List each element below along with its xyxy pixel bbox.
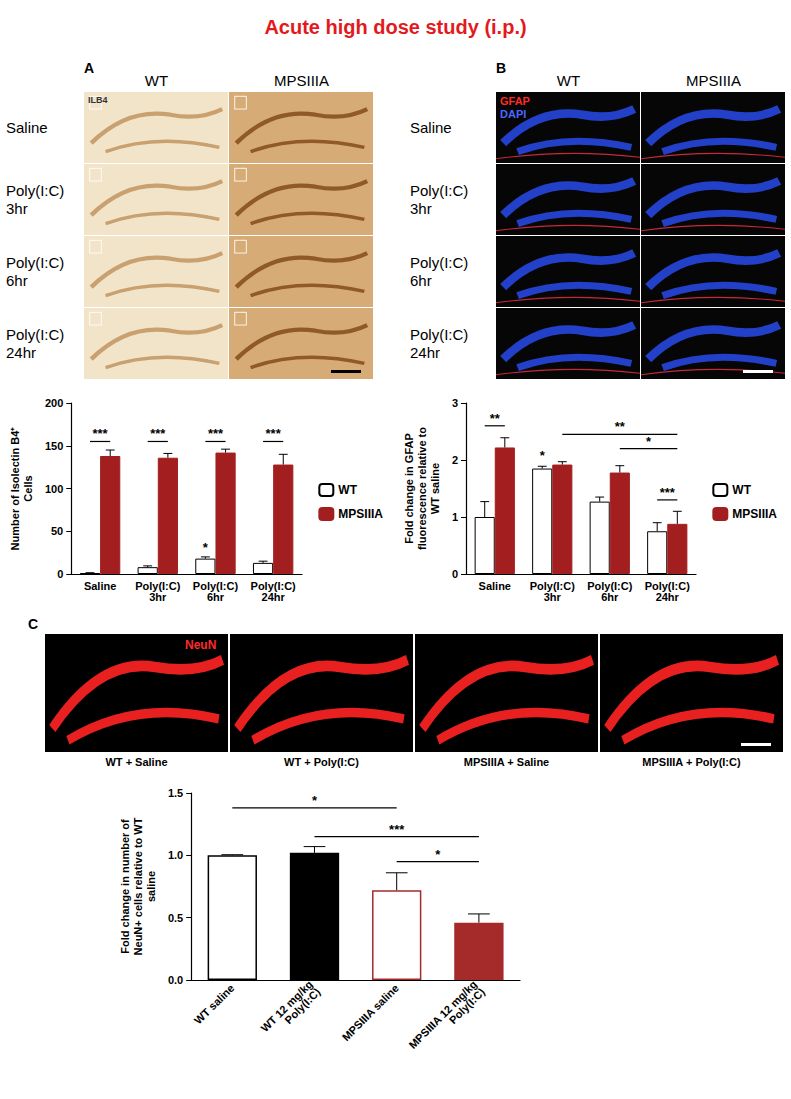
html-text:Saline: Saline <box>6 119 48 136</box>
svg-text:WT: WT <box>732 483 751 497</box>
html-text:Acute high dose study (i.p.): Acute high dose study (i.p.) <box>264 16 527 38</box>
html-text:Saline: Saline <box>410 119 452 136</box>
html-text:WT: WT <box>144 72 169 89</box>
svg-text:***: *** <box>150 426 166 441</box>
svg-text:*: * <box>312 793 318 808</box>
svg-text:Poly(I:C): Poly(I:C) <box>250 579 296 592</box>
svg-text:Poly(I:C): Poly(I:C) <box>587 579 633 592</box>
svg-text:***: *** <box>660 485 676 500</box>
svg-text:0.5: 0.5 <box>168 912 183 924</box>
html-text:GFAP: GFAP <box>500 95 530 107</box>
svg-text:1.0: 1.0 <box>168 849 183 861</box>
html-text:A: A <box>84 60 95 76</box>
svg-text:MPSIIIA saline: MPSIIIA saline <box>340 982 401 1043</box>
html-text:Poly(I:C): Poly(I:C) <box>6 326 65 343</box>
svg-text:24hr: 24hr <box>656 591 680 603</box>
svg-text:Number of Isolectin B4⁺: Number of Isolectin B4⁺ <box>9 427 21 551</box>
svg-text:50: 50 <box>51 525 63 537</box>
svg-text:***: *** <box>93 426 109 441</box>
html-text:MPSIIIA: MPSIIIA <box>274 72 329 89</box>
svg-text:Fold change in number of: Fold change in number of <box>119 819 131 954</box>
html-text:WT + Saline: WT + Saline <box>105 756 168 768</box>
svg-text:***: *** <box>266 426 282 441</box>
html-text:Poly(I:C): Poly(I:C) <box>410 326 469 343</box>
html-text:MPSIIIA + Saline: MPSIIIA + Saline <box>463 756 550 768</box>
svg-text:**: ** <box>490 411 501 426</box>
html-text:ILB4: ILB4 <box>88 95 108 105</box>
html-text:Poly(I:C): Poly(I:C) <box>6 254 65 271</box>
svg-text:*: * <box>540 448 546 463</box>
html-text:3hr: 3hr <box>6 200 28 217</box>
svg-text:Poly(I:C): Poly(I:C) <box>192 579 239 592</box>
svg-text:Poly(I:C): Poly(I:C) <box>447 985 488 1026</box>
svg-text:Poly(I:C): Poly(I:C) <box>529 579 575 592</box>
html-text:Poly(I:C): Poly(I:C) <box>410 254 469 271</box>
html-text:24hr: 24hr <box>410 344 440 361</box>
html-text:6hr: 6hr <box>6 272 28 289</box>
svg-text:saline: saline <box>145 871 157 902</box>
svg-text:MPSIIIA: MPSIIIA <box>338 507 383 521</box>
svg-text:**: ** <box>615 419 626 434</box>
svg-text:100: 100 <box>45 483 63 495</box>
svg-text:***: *** <box>389 822 405 837</box>
svg-text:***: *** <box>208 426 224 441</box>
html-text:NeuN: NeuN <box>185 638 217 652</box>
svg-text:NeuN+ cells relative to WT: NeuN+ cells relative to WT <box>132 817 144 955</box>
svg-text:*: * <box>203 540 209 555</box>
svg-text:24hr: 24hr <box>262 591 286 603</box>
html-text:Poly(I:C): Poly(I:C) <box>410 182 469 199</box>
svg-text:MPSIIIA 12 mg/kg: MPSIIIA 12 mg/kg <box>406 978 479 1051</box>
html-text:MPSIIIA: MPSIIIA <box>686 72 741 89</box>
svg-text:WT 12 mg/kg: WT 12 mg/kg <box>258 977 315 1035</box>
svg-text:2: 2 <box>452 454 458 466</box>
svg-text:Poly(I:C): Poly(I:C) <box>135 579 181 592</box>
svg-text:Poly(I:C): Poly(I:C) <box>282 985 323 1026</box>
html-text:Poly(I:C): Poly(I:C) <box>6 182 65 199</box>
svg-text:Cells: Cells <box>22 475 34 501</box>
svg-text:*: * <box>646 434 652 449</box>
html-text:24hr: 24hr <box>6 344 36 361</box>
svg-text:Saline: Saline <box>84 580 116 592</box>
html-text:WT + Poly(I:C): WT + Poly(I:C) <box>284 756 359 768</box>
svg-text:WT: WT <box>338 483 357 497</box>
svg-text:0.0: 0.0 <box>168 974 183 986</box>
svg-text:0: 0 <box>452 568 458 580</box>
svg-text:200: 200 <box>45 397 63 409</box>
svg-text:150: 150 <box>45 440 63 452</box>
svg-text:fluorescence relative to: fluorescence relative to <box>416 427 428 550</box>
svg-text:MPSIIIA: MPSIIIA <box>732 507 777 521</box>
svg-text:1: 1 <box>452 511 458 523</box>
svg-text:3hr: 3hr <box>149 591 167 603</box>
html-text:C: C <box>28 616 39 632</box>
svg-text:3: 3 <box>452 397 458 409</box>
svg-text:WT saline: WT saline <box>192 982 237 1027</box>
html-text:B: B <box>496 60 507 76</box>
html-text:DAPI: DAPI <box>500 108 527 120</box>
svg-text:0: 0 <box>57 568 63 580</box>
svg-text:Fold change in GFAP: Fold change in GFAP <box>403 433 415 544</box>
svg-text:WT saline: WT saline <box>429 463 441 514</box>
svg-text:*: * <box>435 847 441 862</box>
svg-text:Saline: Saline <box>479 580 511 592</box>
html-text:3hr: 3hr <box>410 200 432 217</box>
svg-text:3hr: 3hr <box>544 591 562 603</box>
html-text:WT: WT <box>556 72 581 89</box>
svg-text:1.5: 1.5 <box>168 787 183 799</box>
svg-text:6hr: 6hr <box>601 591 619 603</box>
html-text:MPSIIIA + Poly(I:C): MPSIIIA + Poly(I:C) <box>642 756 741 768</box>
html-text:6hr: 6hr <box>410 272 432 289</box>
svg-text:6hr: 6hr <box>207 591 225 603</box>
svg-text:Poly(I:C): Poly(I:C) <box>644 579 690 592</box>
